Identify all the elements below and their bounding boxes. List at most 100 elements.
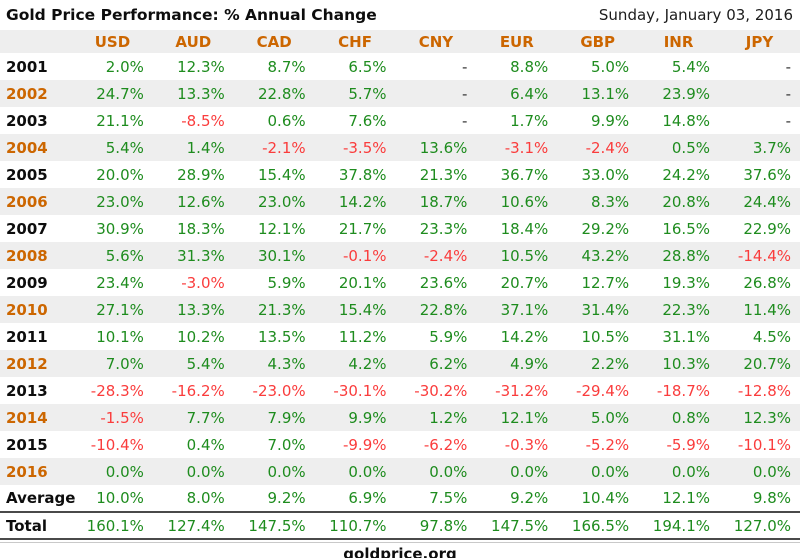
value-cell: -16.2% [171, 381, 225, 400]
row-label: 2004 [6, 138, 48, 157]
value-cell: 20.7% [500, 273, 549, 292]
value-cell: 8.3% [591, 192, 630, 211]
value-cell: 7.0% [267, 435, 306, 454]
value-cell: 4.5% [752, 327, 791, 346]
value-cell: 15.4% [338, 300, 387, 319]
value-cell: 5.0% [591, 57, 630, 76]
value-cell: 43.2% [581, 246, 630, 265]
value-cell: 6.5% [348, 57, 387, 76]
row-label: 2007 [6, 219, 48, 238]
value-cell: 18.3% [177, 219, 225, 238]
value-cell: 21.7% [338, 219, 387, 238]
value-cell: 21.1% [96, 111, 144, 130]
value-cell: - [461, 111, 468, 130]
value-cell: 22.3% [662, 300, 710, 319]
corner-cell [0, 30, 72, 53]
value-cell: 24.2% [662, 165, 710, 184]
row-label: Total [0, 511, 72, 540]
value-cell: 7.5% [395, 485, 477, 513]
value-cell: 97.8% [395, 511, 477, 540]
value-cell: 9.2% [476, 485, 558, 513]
value-cell: 9.9% [591, 111, 630, 130]
value-cell: -0.3% [504, 435, 549, 454]
value-cell: 0.5% [671, 138, 710, 157]
value-cell: -1.5% [100, 408, 144, 427]
column-header-eur: EUR [499, 32, 534, 51]
column-header-jpy: JPY [745, 32, 774, 51]
annual-change-table: USD AUD CAD CHF CNY EUR GBP INR JPY 2001 2.0% 12.3… [0, 30, 800, 540]
value-cell: 7.9% [267, 408, 306, 427]
goldprice-org-link[interactable]: goldprice.org [343, 545, 457, 558]
value-cell: 1.4% [186, 138, 225, 157]
value-cell: 9.2% [233, 485, 315, 513]
table-row-2013: 2013 -28.3% -16.2% -23.0% -30.1% -30.2% -31.2%… [0, 377, 800, 404]
row-label: 2011 [6, 327, 48, 346]
value-cell: -3.1% [504, 138, 549, 157]
value-cell: -2.4% [585, 138, 630, 157]
value-cell: 0.8% [671, 408, 710, 427]
value-cell: 6.4% [510, 84, 549, 103]
table-row-2008: 2008 5.6% 31.3% 30.1% -0.1% -2.4% 10.5% 43.2% 28… [0, 242, 800, 269]
value-cell: 11.2% [338, 327, 387, 346]
value-cell: 29.2% [581, 219, 630, 238]
row-label: 2001 [6, 57, 48, 76]
column-header-aud: AUD [175, 32, 212, 51]
column-header-usd: USD [94, 32, 131, 51]
table-row-2011: 2011 10.1% 10.2% 13.5% 11.2% 5.9% 14.2% 10.5% 31… [0, 323, 800, 350]
value-cell: 5.4% [105, 138, 144, 157]
value-cell: 0.0% [591, 462, 630, 481]
value-cell: -30.2% [414, 381, 468, 400]
value-cell: -3.0% [181, 273, 225, 292]
value-cell: 6.2% [429, 354, 468, 373]
value-cell: 13.1% [581, 84, 630, 103]
row-label: 2008 [6, 246, 48, 265]
value-cell: 20.7% [743, 354, 791, 373]
value-cell: 14.8% [662, 111, 710, 130]
value-cell: 14.2% [500, 327, 549, 346]
value-cell: 14.2% [338, 192, 387, 211]
row-label: 2006 [6, 192, 48, 211]
value-cell: 5.4% [186, 354, 225, 373]
value-cell: 9.9% [348, 408, 387, 427]
value-cell: -0.1% [342, 246, 387, 265]
value-cell: 10.2% [177, 327, 225, 346]
value-cell: 7.6% [348, 111, 387, 130]
value-cell: 23.9% [662, 84, 710, 103]
value-cell: - [785, 57, 791, 76]
row-label: 2010 [6, 300, 48, 319]
value-cell: 127.4% [152, 511, 234, 540]
value-cell: 20.1% [338, 273, 387, 292]
table-row-2015: 2015 -10.4% 0.4% 7.0% -9.9% -6.2% -0.3% -5.2% -5… [0, 431, 800, 458]
table-row-2014: 2014 -1.5% 7.7% 7.9% 9.9% 1.2% 12.1% 5.0% 0.8% 12… [0, 404, 800, 431]
table-row-2001: 2001 2.0% 12.3% 8.7% 6.5% - 8.8% 5.0% 5.4% - [0, 53, 800, 80]
value-cell: 13.6% [419, 138, 468, 157]
value-cell: 0.0% [186, 462, 225, 481]
value-cell: 23.4% [96, 273, 144, 292]
value-cell: 2.2% [591, 354, 630, 373]
value-cell: 10.6% [500, 192, 549, 211]
value-cell: 2.0% [105, 57, 144, 76]
table-row-2009: 2009 23.4% -3.0% 5.9% 20.1% 23.6% 20.7% 12.7% 19… [0, 269, 800, 296]
row-label: 2002 [6, 84, 48, 103]
column-header-gbp: GBP [580, 32, 616, 51]
value-cell: 31.4% [581, 300, 630, 319]
value-cell: 0.6% [267, 111, 306, 130]
table-row-2007: 2007 30.9% 18.3% 12.1% 21.7% 23.3% 18.4% 29.2% 1… [0, 215, 800, 242]
row-label: 2005 [6, 165, 48, 184]
value-cell: 1.7% [510, 111, 549, 130]
value-cell: 30.9% [96, 219, 144, 238]
value-cell: 23.6% [419, 273, 468, 292]
value-cell: 5.9% [429, 327, 468, 346]
value-cell: - [461, 57, 468, 76]
value-cell: 12.3% [177, 57, 225, 76]
value-cell: 0.0% [752, 462, 791, 481]
value-cell: 23.0% [96, 192, 144, 211]
value-cell: 31.3% [177, 246, 225, 265]
table-row-2004: 2004 5.4% 1.4% -2.1% -3.5% 13.6% -3.1% -2.4% 0.5… [0, 134, 800, 161]
value-cell: 13.3% [177, 300, 225, 319]
row-label: Average [0, 485, 75, 513]
row-label: 2009 [6, 273, 48, 292]
value-cell: 5.4% [671, 57, 710, 76]
value-cell: -8.5% [181, 111, 225, 130]
value-cell: 12.6% [177, 192, 225, 211]
